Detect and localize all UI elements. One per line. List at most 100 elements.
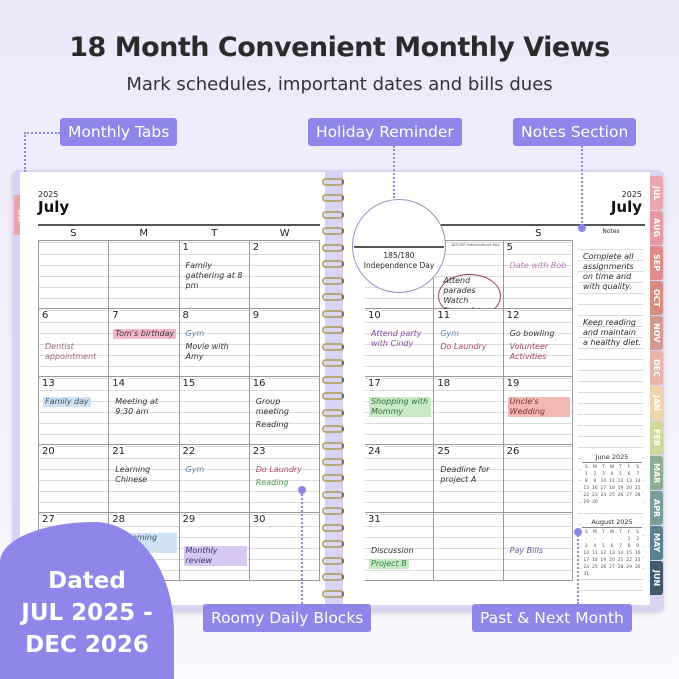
weekday-header: M — [592, 530, 597, 535]
day-cell[interactable]: 21 Learning Chinese — [109, 445, 180, 513]
date-number: 17 — [368, 378, 381, 389]
mini-day: 9 — [636, 544, 640, 549]
day-cell[interactable] — [39, 241, 110, 309]
day-cell[interactable] — [109, 241, 180, 309]
mini-day: 13 — [626, 479, 632, 484]
date-number: 1 — [182, 242, 189, 253]
month-tab-nov[interactable]: NOV — [650, 316, 663, 350]
headline: 18 Month Convenient Monthly Views — [69, 32, 610, 63]
badge-line: DEC 2026 — [25, 632, 149, 658]
day-cell[interactable]: 8 Gym Movie with Amy — [179, 309, 250, 377]
date-number: 15 — [182, 378, 196, 389]
day-cell[interactable]: 6 Dentist appointment — [39, 309, 110, 377]
holiday-day-count: 185/180 — [383, 251, 415, 260]
day-cell[interactable]: 14 Meeting at 9:30 am — [109, 377, 180, 445]
day-cell[interactable]: 19 Uncle's Wedding — [503, 377, 573, 445]
day-cell[interactable]: Pay Bills — [503, 513, 573, 581]
mini-day: 2 — [636, 537, 640, 542]
mini-day: 20 — [609, 558, 615, 563]
left-page: 2025 July S M T W 1 Family gathering at 8 pm… — [20, 172, 325, 605]
month-tab-jul[interactable]: JUL — [650, 176, 663, 210]
day-cell[interactable]: 30 — [249, 513, 320, 581]
mini-day: · — [594, 537, 596, 542]
day-cell[interactable]: 24 — [365, 445, 435, 513]
month-tab-oct[interactable]: OCT — [650, 281, 663, 315]
spiral-ring — [322, 260, 344, 269]
spiral-ring — [322, 392, 344, 401]
month-tab-sep[interactable]: SEP — [650, 246, 663, 280]
month-tab-jun[interactable]: JUN — [650, 561, 663, 595]
day-cell[interactable]: 16 Group meeting Reading — [249, 377, 320, 445]
mini-day: 19 — [617, 486, 624, 491]
handwritten-note: Group meeting — [255, 397, 289, 416]
spiral-ring — [322, 540, 344, 549]
weekday-header: S — [584, 465, 588, 470]
day-cell[interactable]: 13 Family day — [39, 377, 110, 445]
mini-day: 22 — [583, 493, 590, 498]
month-tab-mar[interactable]: MAR — [650, 456, 663, 490]
day-cell[interactable]: 1 Family gathering at 8 pm — [179, 241, 250, 309]
weekday-header: T — [602, 530, 605, 535]
day-notes: Gym Movie with Amy — [184, 329, 247, 362]
spiral-ring — [322, 573, 344, 582]
mini-day: 8 — [627, 544, 631, 549]
day-cell[interactable]: 23 Do Laundry Reading — [249, 445, 320, 513]
day-cell[interactable]: 12 Go bowling Volunteer Activities — [503, 309, 573, 377]
day-cell[interactable]: 29 Monthly review — [179, 513, 250, 581]
side-note: Complete all assignments on time and wit… — [583, 252, 634, 291]
day-cell[interactable]: 15 — [179, 377, 250, 445]
day-cell[interactable]: 2 — [249, 241, 320, 309]
mini-day: 18 — [609, 486, 615, 491]
handwritten-note: Shopping with Mommy — [369, 397, 432, 417]
day-cell[interactable]: 7 Tom's birthday — [109, 309, 180, 377]
mini-day: 6 — [610, 544, 614, 549]
day-notes: Pay Bills — [508, 533, 570, 556]
month-tab-apr[interactable]: APR — [650, 491, 663, 525]
mini-day: 29 — [583, 500, 590, 505]
mini-day: 28 — [634, 493, 641, 498]
handwritten-note — [43, 329, 47, 339]
day-cell[interactable]: 22 Gym — [179, 445, 250, 513]
mini-day: · — [611, 572, 613, 577]
handwritten-note — [184, 533, 188, 543]
day-cell[interactable]: 18 — [434, 377, 504, 445]
spiral-ring — [322, 490, 344, 499]
mini-day: 4 — [593, 544, 597, 549]
day-cell[interactable]: 17 Shopping with Mommy — [365, 377, 435, 445]
day-cell[interactable] — [434, 513, 504, 581]
mini-day: 12 — [617, 479, 624, 484]
callout-connector — [301, 490, 303, 604]
day-cell[interactable]: 11 Gym Do Laundry — [434, 309, 504, 377]
date-number: 16 — [252, 378, 266, 389]
day-notes: Shopping with Mommy — [369, 397, 432, 417]
mini-day: 22 — [626, 558, 632, 563]
mini-day: 4 — [610, 472, 614, 477]
mini-day: · — [611, 507, 613, 512]
month-label: July — [610, 198, 642, 216]
day-cell[interactable]: 9 — [249, 309, 320, 377]
day-cell[interactable]: 10 Attend party with Cindy — [365, 309, 435, 377]
mini-day: · — [602, 507, 605, 512]
day-cell[interactable]: 26 — [503, 445, 573, 513]
day-cell[interactable]: 5 Date with Bob — [503, 241, 573, 309]
mini-day: 14 — [634, 479, 641, 484]
date-number: 6 — [42, 310, 49, 321]
handwritten-note: Family day — [43, 397, 91, 407]
day-cell[interactable]: 20 — [39, 445, 110, 513]
mini-calendar-title: August 2025 — [582, 518, 642, 528]
month-tab-jan[interactable]: JAN — [650, 386, 663, 420]
mini-day: · — [619, 500, 622, 505]
month-tab-may[interactable]: MAY — [650, 526, 663, 560]
mini-day: · — [594, 507, 596, 512]
callout-notes-section: Notes Section — [513, 118, 637, 146]
day-cell[interactable]: 31 Discussion Project B — [365, 513, 435, 581]
month-tab-dec[interactable]: DEC — [650, 351, 663, 385]
day-cell[interactable]: 25 Deadline for project A — [434, 445, 504, 513]
month-tab-feb[interactable]: FEB — [650, 421, 663, 455]
month-tab-aug[interactable]: AUG — [650, 211, 663, 245]
date-number: 11 — [437, 310, 451, 321]
mini-day: 17 — [583, 558, 590, 563]
holiday-name: Independence Day — [363, 261, 435, 270]
day-notes: Gym — [184, 465, 247, 475]
date-number: 2 — [252, 242, 260, 253]
